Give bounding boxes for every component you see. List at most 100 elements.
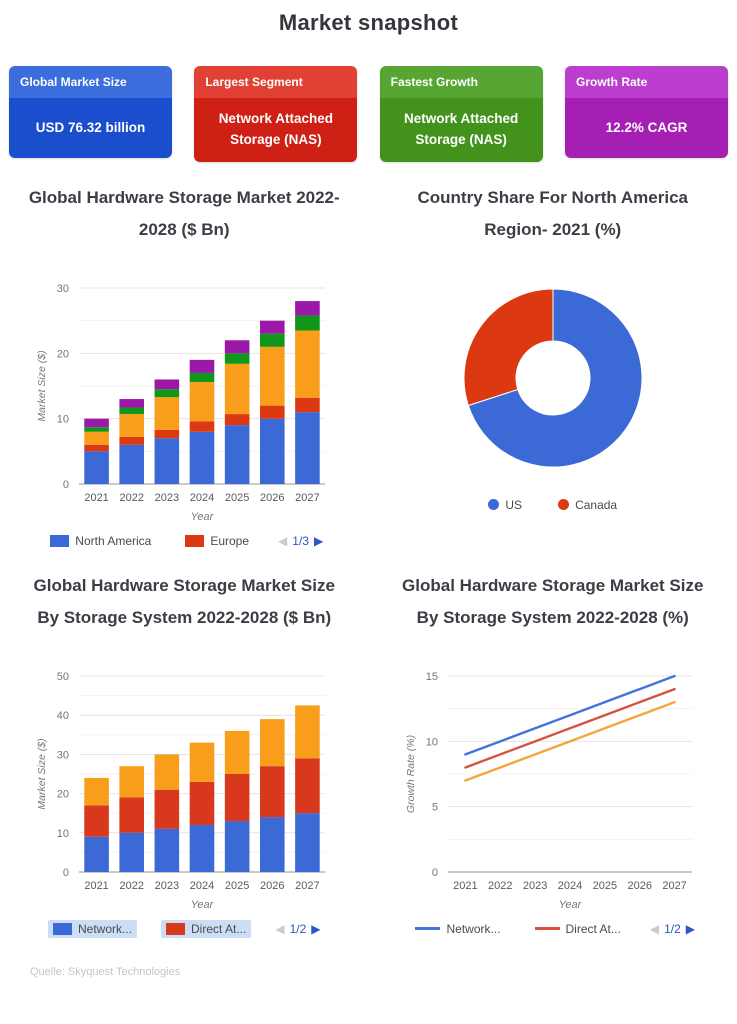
y-tick-label: 5 [432,802,438,814]
y-tick-label: 0 [63,867,69,879]
legend-item[interactable]: Network... [410,920,505,938]
bar-segment [189,381,215,422]
card-fastest-growth: Fastest Growth Network Attached Storage … [379,66,543,162]
legend-swatch-icon [534,927,560,931]
y-tick-label: 10 [426,736,438,748]
chart-title-country-share: Country Share For North America Region- … [369,182,737,246]
x-tick-label: 2027 [662,880,686,892]
donut-chart [423,278,683,484]
legend-swatch-icon [488,499,500,511]
chart-title-line: By Storage System 2022-2028 ($ Bn) [37,607,332,627]
x-tick-label: 2026 [260,492,284,504]
legend-item[interactable]: Europe [180,532,254,550]
legend-pager: ◀ 1/2 ▶ [650,922,695,936]
bar-segment [154,828,180,872]
legend-item[interactable]: North America [45,532,156,550]
legend-label: Network... [77,921,132,936]
chart-title-line: 2028 ($ Bn) [138,219,230,239]
chart-titles-row-2: Global Hardware Storage Market Size By S… [0,570,737,634]
chart-title-line: Global Hardware Storage Market Size [402,575,704,595]
bar-segment [119,832,145,872]
card-label: Fastest Growth [379,66,543,98]
legend-swatch-icon [50,534,70,547]
x-tick-label: 2025 [225,492,249,504]
x-tick-label: 2023 [155,880,179,892]
bar-segment [295,705,320,759]
bar-segment [295,300,320,316]
x-tick-label: 2024 [190,492,214,504]
growth-rate-line-chart-block: 0 5 10 15 Growth Rate (%) 2021 2022 2023 2024 202… [402,666,704,938]
x-tick-label: 2023 [523,880,547,892]
pager-next-icon[interactable]: ▶ [313,533,324,548]
pager-prev-icon[interactable]: ◀ [649,921,660,936]
y-axis-title: Growth Rate (%) [405,735,417,813]
card-value: USD 76.32 billion [9,98,172,158]
y-tick-label: 0 [432,867,438,879]
x-tick-label: 2023 [155,492,179,504]
legend-item[interactable]: Direct At... [530,920,626,938]
legend-swatch-icon [166,922,185,935]
bar-segment [260,333,285,347]
storage-system-bar-chart-block: 0 10 20 30 40 50 Market Size ($) 2021 2022 2023 20… [33,666,335,938]
x-axis-title: Year [191,899,215,911]
bar-segment [119,766,145,798]
chart-title-line: By Storage System 2022-2028 (%) [416,607,689,627]
x-tick-label: 2022 [120,880,144,892]
card-value: Network Attached Storage (NAS) [194,98,358,162]
pager-next-icon[interactable]: ▶ [311,921,321,936]
pager-prev-icon[interactable]: ◀ [275,921,285,936]
bar-segment [119,444,145,484]
x-tick-label: 2022 [488,880,512,892]
chart-title-line: Global Hardware Storage Market 2022- [28,187,340,207]
card-value: 12.2% CAGR [564,98,728,158]
chart-titles-row-1: Global Hardware Storage Market 2022- 202… [0,182,737,246]
x-tick-label: 2021 [85,492,109,504]
bar-segment [260,346,285,406]
bar-segment [225,730,250,774]
card-label: Growth Rate [564,66,728,98]
summary-cards: Global Market Size USD 76.32 billion Lar… [0,66,737,162]
bar-segment [225,363,250,414]
y-tick-label: 0 [63,479,69,491]
card-value: Network Attached Storage (NAS) [379,98,543,162]
card-label: Largest Segment [194,66,358,98]
bar-chart-legend: Network... Direct At... ◀ 1/2 ▶ [47,919,321,938]
card-global-market-size: Global Market Size USD 76.32 billion [9,66,172,158]
line-series [463,700,676,782]
x-axis-title: Year [558,899,582,911]
bar-segment [295,813,320,872]
y-axis-title: Market Size ($) [36,350,48,421]
legend-label: Direct At... [565,921,621,936]
legend-item[interactable]: Canada [553,496,622,514]
legend-label: Canada [575,497,618,512]
pager-prev-icon[interactable]: ◀ [278,533,288,548]
y-tick-label: 20 [57,348,69,360]
x-tick-label: 2021 [453,880,477,892]
legend-item[interactable]: US [483,496,527,514]
pager-page-indicator: 1/2 [289,921,307,936]
bar-segment [295,330,320,398]
x-tick-label: 2024 [558,880,582,892]
legend-swatch-icon [415,927,441,931]
donut-slice [463,288,554,406]
pager-next-icon[interactable]: ▶ [685,921,696,936]
legend-item[interactable]: Network... [47,919,137,938]
bar-segment [84,427,110,432]
bar-segment [295,315,320,331]
legend-label: North America [75,533,152,548]
legend-item[interactable]: Direct At... [161,919,252,938]
legend-swatch-icon [52,922,72,935]
y-tick-label: 50 [57,671,69,683]
bar-segment [84,836,110,872]
legend-swatch-icon [558,499,570,511]
pager-page-indicator: 1/3 [292,533,309,548]
bar-segment [189,824,215,872]
x-tick-label: 2024 [190,880,214,892]
x-tick-label: 2026 [627,880,651,892]
legend-label: Europe [210,533,250,548]
bar-segment [154,389,180,397]
bar-segment [84,418,110,428]
source-note: Quelle: Skyquest Technologies [30,965,181,978]
bar-segment [119,398,145,408]
